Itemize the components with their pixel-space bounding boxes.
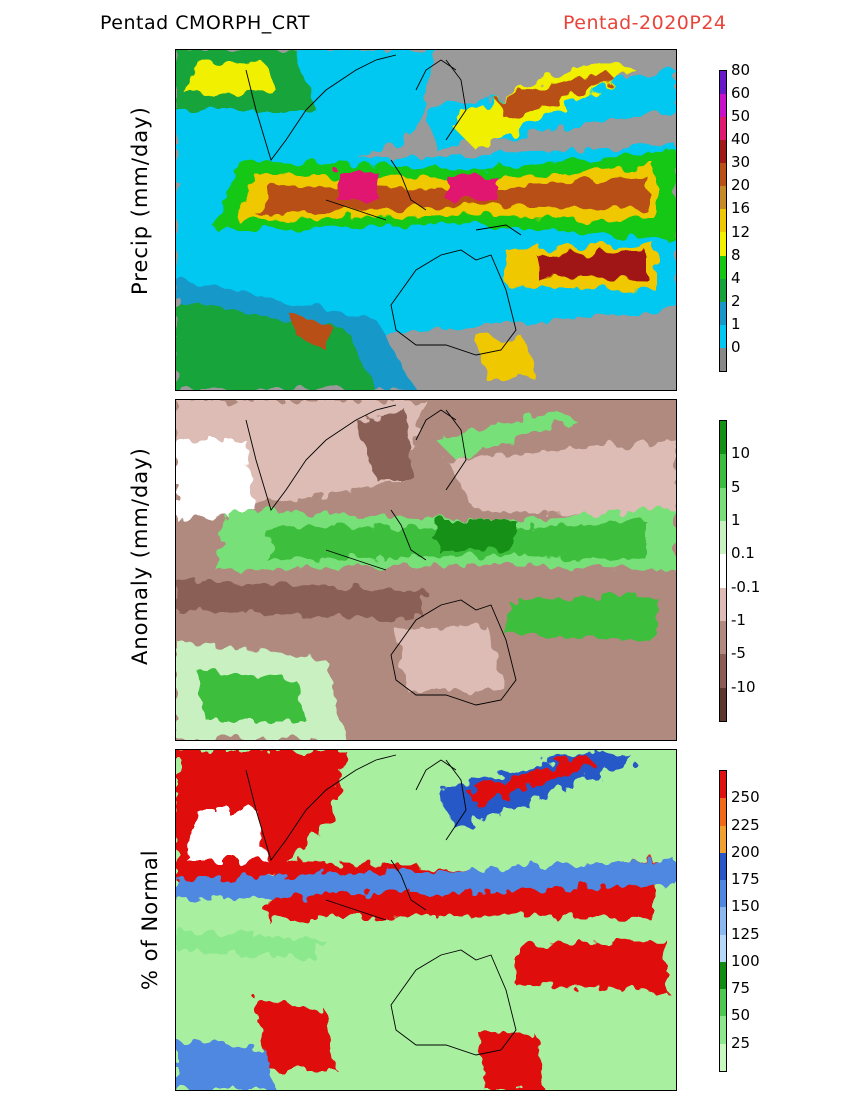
colorbar-tick-label: 4 — [731, 268, 741, 287]
colorbar-tick-label: 1 — [731, 511, 741, 529]
colorbar-segment — [720, 852, 726, 881]
anomaly-ylabel: Anomaly (mm/day) — [128, 447, 152, 665]
colorbar-segment — [720, 798, 726, 826]
anomaly-map — [176, 400, 676, 740]
precip-colorbar — [719, 70, 727, 372]
colorbar-tick-label: 50 — [731, 107, 751, 126]
colorbar-segment — [720, 687, 726, 721]
colorbar-segment — [720, 587, 726, 621]
colorbar-tick-label: 8 — [731, 245, 741, 264]
colorbar-segment — [720, 487, 726, 521]
colorbar-tick-label: 200 — [731, 842, 760, 861]
colorbar-tick-label: -5 — [731, 644, 746, 663]
colorbar-tick-label: 12 — [731, 222, 751, 241]
anomaly-colorbar — [719, 420, 727, 722]
colorbar-tick-label: 150 — [731, 897, 760, 916]
colorbar-tick-label: 0.1 — [731, 544, 755, 563]
colorbar-segment — [720, 232, 726, 256]
colorbar-tick-label: 80 — [731, 61, 751, 79]
colorbar-segment — [720, 209, 726, 233]
colorbar-segment — [720, 454, 726, 488]
colorbar-tick-label: 10 — [731, 444, 751, 463]
colorbar-segment — [720, 771, 726, 799]
colorbar-segment — [720, 961, 726, 990]
colorbar-tick-label: 25 — [731, 1033, 751, 1052]
coastline-outline — [245, 54, 522, 356]
colorbar-tick-label: 125 — [731, 924, 760, 943]
colorbar-tick-label: 5 — [731, 477, 741, 496]
colorbar-segment — [720, 654, 726, 688]
colorbar-segment — [720, 421, 726, 455]
colorbar-tick-label: 60 — [731, 84, 751, 103]
colorbar-tick-label: 40 — [731, 130, 751, 149]
colorbar-tick-label: -10 — [731, 677, 756, 696]
colorbar-segment — [720, 989, 726, 1017]
colorbar-segment — [720, 1016, 726, 1044]
colorbar-segment — [720, 117, 726, 141]
colorbar-segment — [720, 163, 726, 187]
colorbar-tick-label: -1 — [731, 611, 746, 629]
percent-normal-ylabel: % of Normal — [138, 849, 162, 990]
colorbar-tick-label: 16 — [731, 199, 751, 218]
colorbar-tick-label: 2 — [731, 291, 741, 310]
colorbar-tick-label: 250 — [731, 788, 760, 807]
colorbar-tick-label: -0.1 — [731, 577, 761, 596]
colorbar-segment — [720, 880, 726, 908]
colorbar-segment — [720, 278, 726, 302]
colorbar-segment — [720, 554, 726, 588]
colorbar-segment — [720, 347, 726, 371]
precip-map-panel — [175, 49, 677, 391]
colorbar-tick-label: 225 — [731, 815, 760, 834]
colorbar-segment — [720, 301, 726, 325]
colorbar-tick-label: 1 — [731, 314, 741, 333]
colorbar-segment — [720, 934, 726, 962]
map-title: Pentad CMORPH_CRT — [100, 12, 310, 34]
colorbar-segment — [720, 520, 726, 555]
percent-normal-map — [176, 750, 676, 1090]
percent-normal-map-panel — [175, 749, 677, 1091]
colorbar-segment — [720, 140, 726, 164]
colorbar-tick-label: 50 — [731, 1006, 751, 1025]
precip-ylabel: Precip (mm/day) — [128, 106, 152, 295]
anomaly-map-panel — [175, 399, 677, 741]
colorbar-segment — [720, 1043, 726, 1071]
colorbar-segment — [720, 94, 726, 118]
percent-normal-colorbar — [719, 770, 727, 1072]
colorbar-tick-label: 100 — [731, 951, 760, 970]
colorbar-segment — [720, 620, 726, 655]
period-label: Pentad-2020P24 — [563, 12, 727, 34]
colorbar-tick-label: 75 — [731, 979, 751, 998]
colorbar-tick-label: 30 — [731, 153, 751, 172]
colorbar-segment — [720, 825, 726, 853]
colorbar-segment — [720, 907, 726, 935]
colorbar-tick-label: 0 — [731, 337, 741, 356]
colorbar-segment — [720, 255, 726, 279]
colorbar-segment — [720, 186, 726, 210]
colorbar-tick-label: 175 — [731, 870, 760, 889]
precip-map — [176, 50, 676, 390]
colorbar-segment — [720, 324, 726, 348]
colorbar-segment — [720, 71, 726, 95]
colorbar-tick-label: 20 — [731, 176, 751, 195]
